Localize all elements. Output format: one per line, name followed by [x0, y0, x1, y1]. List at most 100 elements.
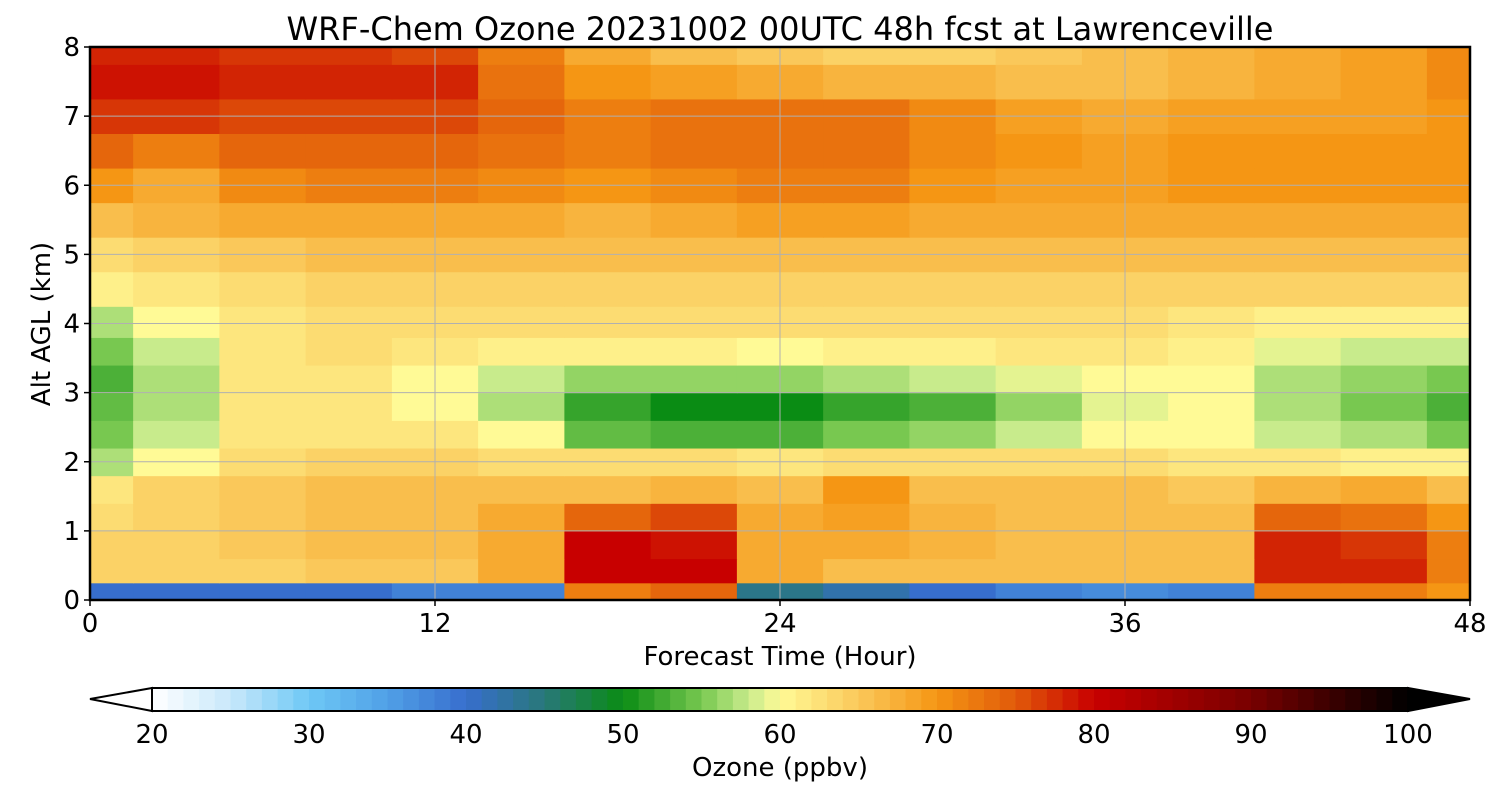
heatmap-cell	[478, 133, 565, 169]
colorbar-cell	[1078, 688, 1095, 711]
heatmap-cell	[1426, 306, 1471, 338]
colorbar-tick-label: 60	[763, 720, 796, 750]
colorbar-tick-label: 40	[449, 720, 482, 750]
colorbar-cell	[1392, 688, 1409, 711]
heatmap-cell	[305, 364, 393, 394]
heatmap-cell	[1168, 306, 1255, 338]
colorbar-cell	[591, 688, 608, 711]
colorbar-cell	[293, 688, 310, 711]
heatmap-cell	[478, 475, 565, 504]
heatmap-cell	[650, 475, 738, 504]
heatmap-cell	[219, 530, 307, 560]
heatmap-cell	[909, 503, 997, 532]
heatmap-cell	[1254, 558, 1342, 584]
heatmap-cell	[650, 582, 738, 601]
colorbar: 20 30 40 50 60 70 80 90 100 Ozone (ppbv)	[89, 686, 1471, 783]
heatmap-cell	[133, 558, 220, 584]
heatmap-cell	[133, 271, 220, 307]
heatmap-cell	[305, 582, 393, 601]
colorbar-cell	[1031, 688, 1048, 711]
heatmap-cell	[1340, 475, 1428, 504]
heatmap-cell	[90, 530, 134, 560]
heatmap-cell	[133, 337, 220, 366]
heatmap-cell	[1426, 503, 1471, 532]
heatmap-cell	[909, 306, 997, 338]
heatmap-cell	[1340, 420, 1428, 449]
colorbar-cell	[434, 688, 451, 711]
colorbar-cell	[764, 688, 781, 711]
heatmap-cell	[1168, 202, 1255, 238]
heatmap-cell	[305, 530, 393, 560]
colorbar-cell	[167, 688, 184, 711]
heatmap-cell	[90, 64, 134, 100]
heatmap-cell	[823, 582, 910, 601]
heatmap-cell	[909, 420, 997, 449]
heatmap-cell	[650, 337, 738, 366]
colorbar-cell	[199, 688, 216, 711]
heatmap-cell	[305, 202, 393, 238]
heatmap-cell	[995, 364, 1083, 394]
heatmap-cell	[1426, 475, 1471, 504]
heatmap-cell	[564, 64, 652, 100]
x-tick-label: 12	[418, 609, 451, 639]
heatmap-cell	[90, 475, 134, 504]
colorbar-cell	[1282, 688, 1299, 711]
colorbar-cells	[152, 688, 1409, 711]
colorbar-high-extension	[1407, 686, 1471, 713]
heatmap-cell	[909, 47, 997, 65]
heatmap-cell	[219, 392, 307, 421]
colorbar-cell	[984, 688, 1001, 711]
heatmap-cell	[823, 64, 910, 100]
heatmap-cell	[1426, 392, 1471, 421]
heatmap-cell	[478, 530, 565, 560]
heatmap-cell	[909, 133, 997, 169]
heatmap-cell	[650, 202, 738, 238]
colorbar-cell	[1298, 688, 1315, 711]
heatmap-cell	[823, 392, 910, 421]
heatmap-cell	[1340, 582, 1428, 601]
heatmap-cell	[995, 202, 1083, 238]
y-tick-label: 3	[63, 379, 80, 409]
heatmap-cell	[909, 64, 997, 100]
colorbar-tick-label: 100	[1383, 720, 1433, 750]
heatmap-cell	[564, 582, 652, 601]
heatmap-cell	[90, 582, 134, 601]
colorbar-tick-label: 20	[135, 720, 168, 750]
heatmap-cell	[219, 47, 307, 65]
heatmap-cell	[305, 558, 393, 584]
y-tick-label: 7	[63, 102, 80, 132]
y-tick-label: 6	[63, 171, 80, 201]
colorbar-cell	[748, 688, 765, 711]
x-axis: 0 12 24 36 48	[82, 600, 1487, 639]
colorbar-cell	[811, 688, 828, 711]
heatmap-cell	[1254, 64, 1342, 100]
heatmap-cell	[1168, 582, 1255, 601]
heatmap-cell	[1340, 337, 1428, 366]
heatmap-cell	[564, 133, 652, 169]
colorbar-cell	[544, 688, 561, 711]
colorbar-cell	[654, 688, 671, 711]
colorbar-cell	[1251, 688, 1268, 711]
heatmap-cell	[1168, 64, 1255, 100]
colorbar-frame	[151, 687, 1409, 712]
heatmap-cell	[133, 475, 220, 504]
heatmap-cell	[1254, 503, 1342, 532]
colorbar-cell	[403, 688, 420, 711]
heatmap-cell	[1340, 271, 1428, 307]
x-tick-label: 48	[1453, 609, 1486, 639]
colorbar-label: Ozone (ppbv)	[692, 753, 868, 783]
heatmap-cell	[305, 306, 393, 338]
colorbar-cell	[560, 688, 577, 711]
colorbar-cell	[952, 688, 969, 711]
heatmap-cell	[1254, 133, 1342, 169]
colorbar-cell	[607, 688, 624, 711]
heatmap-cell	[650, 392, 738, 421]
colorbar-cell	[1046, 688, 1064, 711]
heatmap-cell	[133, 420, 220, 449]
colorbar-cell	[780, 688, 797, 711]
heatmap-cell	[478, 47, 565, 65]
colorbar-cell	[623, 688, 640, 711]
heatmap-cell	[995, 306, 1083, 338]
heatmap-cell	[1426, 271, 1471, 307]
heatmap-cell	[305, 503, 393, 532]
